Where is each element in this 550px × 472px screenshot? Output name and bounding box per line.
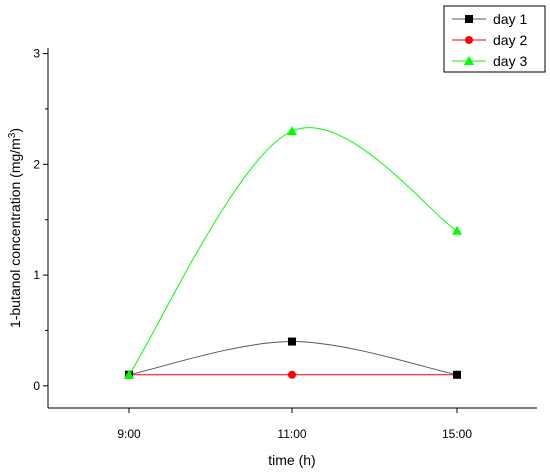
legend-label: day 1: [493, 11, 527, 27]
plot-frame: [47, 48, 537, 409]
y-tick-label: 0: [33, 379, 40, 393]
legend-label: day 2: [493, 32, 527, 48]
y-axis-title-main: 1-butanol concentration (mg/m: [7, 138, 23, 328]
y-tick-label: 1: [33, 268, 40, 282]
data-point-triangle: [452, 225, 462, 235]
legend: day 1 day 2 day 3: [443, 5, 546, 73]
y-tick-label: 2: [33, 157, 40, 171]
y-tick-label: 3: [33, 47, 40, 61]
data-point-triangle: [287, 126, 297, 136]
x-axis-title: time (h): [268, 452, 315, 468]
y-axis-title-close: ): [7, 128, 23, 133]
y-axis-title-superscript: 3: [7, 132, 18, 138]
series-line: [128, 341, 458, 376]
y-axis-ticks: 0 1 2 3: [33, 47, 48, 393]
x-tick-label: 15:00: [442, 427, 472, 441]
legend-item-day-3: day 3: [452, 53, 527, 69]
data-point-square: [288, 337, 296, 346]
series-day-3: [124, 126, 462, 379]
data-point-triangle: [124, 369, 134, 379]
x-tick-label: 9:00: [117, 427, 141, 441]
data-point-circle: [465, 36, 473, 44]
legend-label: day 3: [493, 53, 527, 69]
data-point-circle: [288, 370, 296, 379]
y-axis-title: 1-butanol concentration (mg/m3): [7, 128, 23, 328]
legend-item-day-2: day 2: [452, 32, 527, 48]
data-point-square: [465, 15, 473, 23]
x-tick-label: 11:00: [277, 427, 306, 441]
legend-item-day-1: day 1: [452, 11, 527, 27]
x-axis-ticks: 9:00 11:00 15:00: [117, 408, 472, 441]
data-point-triangle: [464, 56, 474, 65]
series-layer: [124, 126, 462, 379]
data-point-square: [453, 370, 461, 379]
series-day-2: [125, 370, 461, 379]
